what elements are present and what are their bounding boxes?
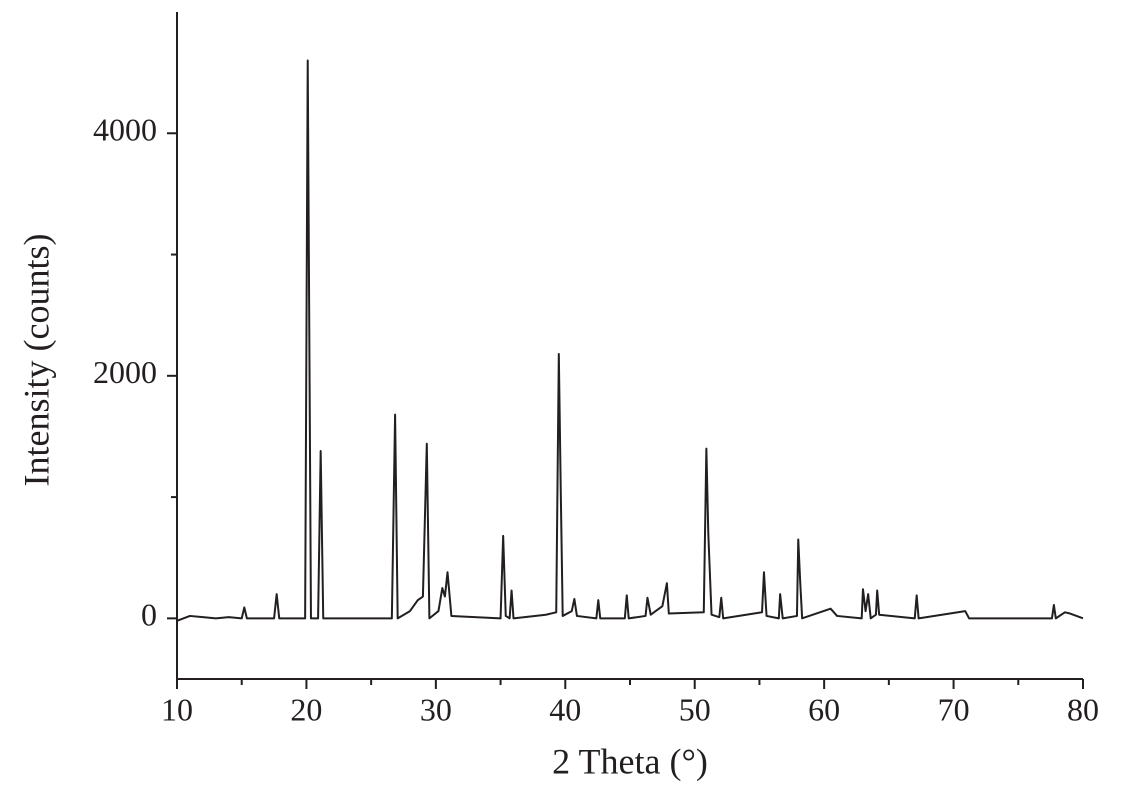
x-tick-label: 70 bbox=[938, 691, 970, 727]
x-tick-label: 80 bbox=[1067, 691, 1099, 727]
x-tick-label: 40 bbox=[549, 691, 581, 727]
x-axis-label: 2 Theta (°) bbox=[552, 741, 708, 781]
x-tick-label: 50 bbox=[679, 691, 711, 727]
x-tick-label: 20 bbox=[290, 691, 322, 727]
x-tick-label: 60 bbox=[808, 691, 840, 727]
y-tick-label: 0 bbox=[141, 597, 157, 633]
y-tick-label: 4000 bbox=[93, 112, 157, 148]
y-tick-label: 2000 bbox=[93, 354, 157, 390]
data-line bbox=[176, 59, 1084, 622]
x-tick-label: 30 bbox=[420, 691, 452, 727]
y-axis-label: Intensity (counts) bbox=[16, 234, 56, 487]
x-tick-label: 10 bbox=[161, 691, 193, 727]
